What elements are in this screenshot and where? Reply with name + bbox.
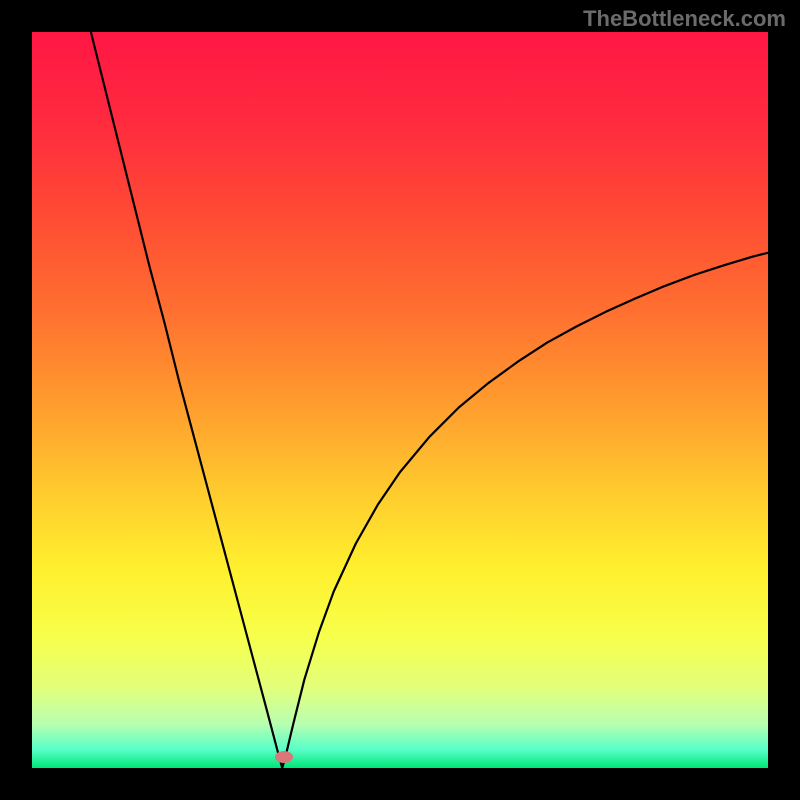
chart-plot-area — [32, 32, 768, 768]
watermark-text: TheBottleneck.com — [583, 6, 786, 32]
bottleneck-curve — [32, 32, 768, 768]
optimum-marker — [275, 751, 293, 763]
